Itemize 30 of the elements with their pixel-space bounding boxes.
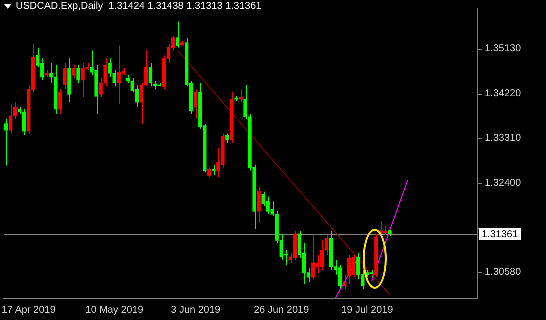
candlestick: [311, 235, 316, 280]
y-tick-label: 1.34220: [485, 88, 522, 100]
x-tick-label: 3 Jun 2019: [171, 304, 222, 316]
candlestick: [22, 108, 26, 136]
candlestick: [226, 133, 230, 144]
x-tick-label: 19 Jul 2019: [342, 304, 394, 316]
y-tick-label: 1.33310: [485, 133, 522, 144]
candlestick: [76, 65, 80, 84]
y-tick-label: 1.35130: [485, 44, 522, 55]
x-tick-label: 17 Apr 2019: [2, 304, 56, 316]
candlestick: [370, 270, 374, 280]
x-tick-label: 26 Jun 2019: [254, 304, 310, 316]
candlestick: [320, 240, 324, 270]
candlestick: [194, 89, 198, 120]
candlestick: [148, 63, 153, 88]
candlestick: [4, 118, 8, 166]
y-tick-label: 1.32400: [485, 178, 522, 189]
candlestick: [257, 186, 261, 224]
candlestick: [348, 254, 352, 285]
candlestick: [176, 21, 180, 48]
chart-title: USDCAD.Exp,Daily 1.31424 1.31438 1.31313 1.31361: [16, 1, 262, 12]
candlestick: [72, 65, 76, 79]
candlestick: [8, 104, 13, 134]
candlestick: [208, 167, 212, 178]
y-tick-label: 1.30580: [485, 267, 522, 278]
x-tick-label: 10 May 2019: [86, 304, 144, 316]
candlestick: [239, 89, 243, 103]
candlestick: [63, 63, 67, 90]
ref-line-label: 1.31361: [482, 229, 519, 240]
candlestick: [58, 89, 62, 115]
